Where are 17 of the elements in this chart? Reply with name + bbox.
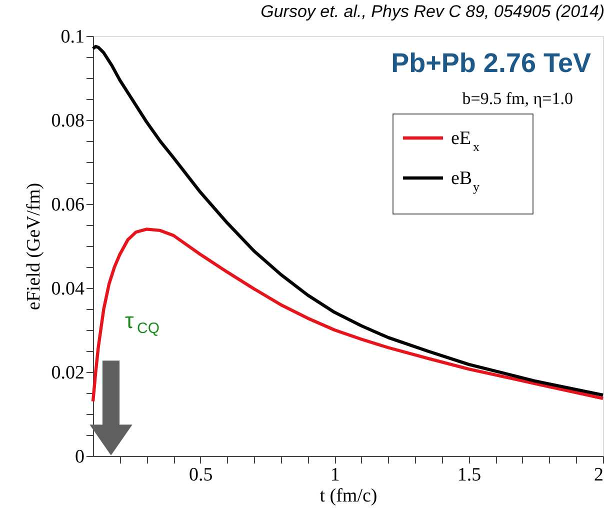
x-tick-label: 1.5 bbox=[457, 464, 482, 486]
y-tick-label: 0.1 bbox=[60, 26, 84, 48]
annotation: b=9.5 fm, η=1.0 bbox=[462, 89, 573, 108]
y-tick-label: 0.02 bbox=[51, 362, 84, 384]
x-axis-title: t (fm/c) bbox=[320, 486, 378, 506]
y-axis-title: eField (GeV/fm) bbox=[23, 182, 44, 310]
y-tick-label: 0.06 bbox=[51, 194, 84, 216]
x-tick-label: 0.5 bbox=[188, 464, 213, 486]
line-series bbox=[91, 44, 605, 397]
line-series bbox=[91, 228, 605, 403]
chart-title: Gursoy et. al., Phys Rev C 89, 054905 (2014) bbox=[260, 2, 605, 21]
x-tick-label: 1 bbox=[330, 464, 340, 486]
y-tick-label: 0.08 bbox=[51, 110, 84, 132]
annotation: Pb+Pb 2.76 TeV bbox=[391, 48, 591, 78]
y-tick-label: 0 bbox=[75, 446, 84, 468]
y-tick-label: 0.04 bbox=[51, 278, 85, 300]
x-tick-label: 2 bbox=[594, 464, 604, 486]
